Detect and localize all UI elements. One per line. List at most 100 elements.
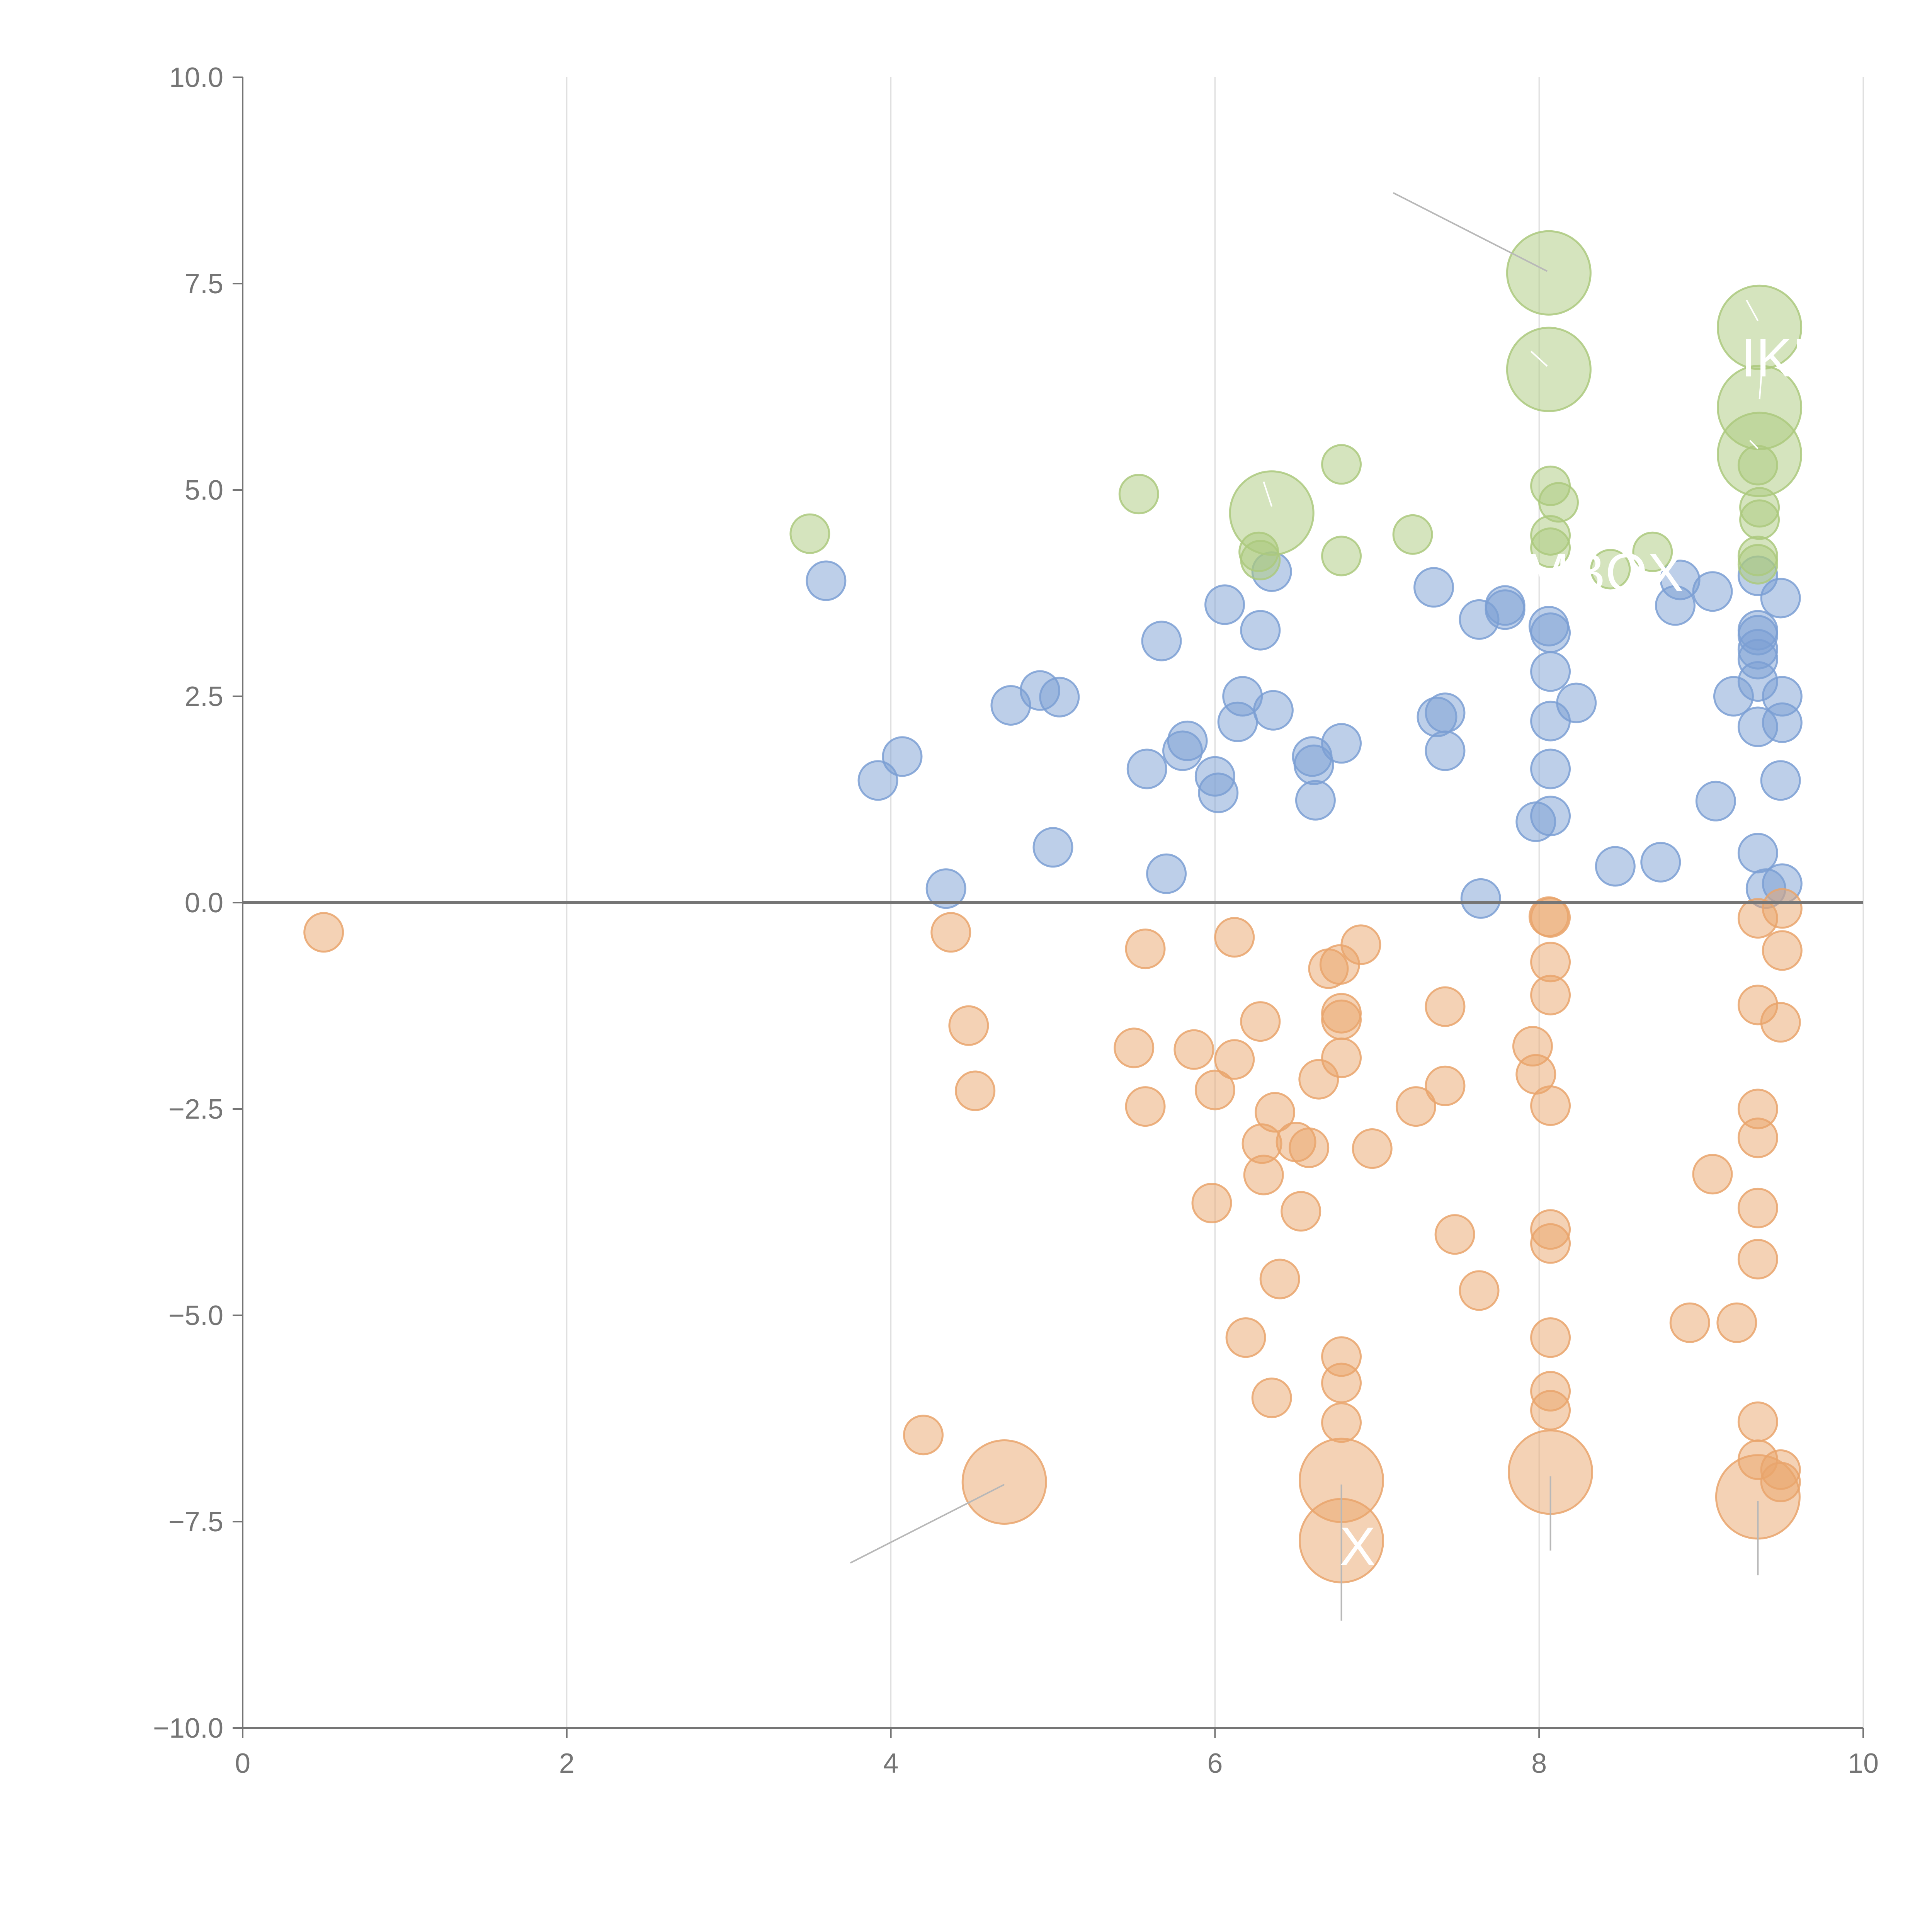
data-point [1760, 1461, 1801, 1502]
data-point [961, 1439, 1047, 1525]
series-positive [806, 551, 1803, 919]
data-point [1204, 584, 1245, 625]
annotation-label: X [1340, 1516, 1376, 1577]
data-point [1198, 772, 1239, 813]
data-point [1425, 1065, 1466, 1106]
data-point [1530, 796, 1571, 837]
data-point [1530, 1223, 1571, 1264]
data-point [1459, 1270, 1500, 1311]
data-point [1321, 1037, 1362, 1078]
leader-line [1393, 192, 1548, 272]
data-point [1214, 917, 1255, 958]
data-point [1640, 842, 1681, 883]
series-highlight [789, 230, 1803, 590]
y-tick-label: 0.0 [185, 888, 223, 918]
data-point [1352, 1128, 1393, 1169]
leader-line [1749, 440, 1759, 449]
leader-line [1746, 299, 1759, 321]
data-point [903, 1415, 944, 1456]
data-point [1538, 482, 1579, 523]
data-point [1692, 1154, 1733, 1195]
data-point [1760, 1002, 1801, 1043]
data-point [1669, 1302, 1710, 1343]
data-point [1530, 897, 1571, 938]
data-point [1321, 536, 1362, 577]
data-point [1762, 888, 1803, 929]
x-tick-label: 6 [1207, 1748, 1223, 1779]
data-point [1321, 1402, 1362, 1443]
data-point [1692, 571, 1733, 612]
data-point [1737, 1187, 1778, 1228]
data-point [1032, 827, 1073, 868]
data-point [1243, 1155, 1284, 1196]
data-point [857, 760, 898, 801]
data-point [1506, 327, 1592, 412]
data-point [1737, 1239, 1778, 1280]
data-point [1737, 544, 1778, 585]
data-point [1760, 578, 1801, 619]
data-point [1530, 1390, 1571, 1431]
y-tick-label: −10.0 [153, 1713, 223, 1744]
data-point [1590, 549, 1631, 590]
data-point [1321, 723, 1362, 764]
data-point [1173, 1029, 1214, 1070]
data-point [1253, 690, 1294, 731]
data-point [1395, 1086, 1436, 1127]
data-point [1141, 621, 1182, 662]
data-point [1632, 531, 1673, 572]
data-point [789, 513, 830, 554]
data-point [1762, 702, 1803, 743]
data-point [1240, 610, 1281, 651]
data-point [1556, 682, 1597, 723]
data-point [806, 560, 847, 601]
data-point [1530, 651, 1571, 692]
data-points [303, 230, 1803, 1583]
leader-lines [850, 192, 1764, 1621]
x-tick-label: 4 [883, 1748, 899, 1779]
data-point [1114, 1027, 1155, 1068]
leader-line [1759, 358, 1764, 400]
data-point [1460, 878, 1501, 919]
data-point [1716, 1302, 1757, 1343]
data-point [1289, 1127, 1330, 1168]
data-point [1530, 748, 1571, 789]
leader-line [850, 1484, 1005, 1564]
leader-line [1263, 481, 1273, 507]
data-point [1321, 444, 1362, 485]
data-point [930, 912, 971, 953]
data-point [1240, 1001, 1281, 1042]
data-point [1425, 986, 1466, 1027]
data-point [1506, 230, 1592, 316]
y-tick-label: −5.0 [168, 1300, 223, 1331]
y-tick-label: 10.0 [169, 62, 223, 93]
x-tick-label: 2 [559, 1748, 575, 1779]
data-point [955, 1070, 996, 1111]
data-point [1340, 924, 1381, 965]
data-point [303, 912, 344, 953]
data-point [1530, 527, 1571, 568]
data-point [1695, 781, 1736, 821]
data-point [1434, 1214, 1475, 1255]
data-point [1413, 567, 1454, 608]
data-point [1229, 470, 1315, 556]
y-tick-label: 5.0 [185, 475, 223, 506]
data-point [1281, 1191, 1321, 1232]
data-point [1118, 474, 1159, 515]
data-point [1760, 760, 1801, 801]
data-point [1259, 1259, 1300, 1299]
data-point [1194, 1070, 1235, 1111]
data-point [1737, 445, 1778, 486]
data-point [1425, 730, 1466, 771]
y-tick-label: −2.5 [168, 1094, 223, 1125]
x-tick-label: 0 [235, 1748, 250, 1779]
data-point [1251, 1378, 1292, 1418]
x-tick-label: 10 [1848, 1748, 1879, 1779]
data-point [1146, 853, 1187, 894]
data-point [1125, 929, 1166, 969]
data-point [1762, 930, 1803, 971]
data-point [1595, 846, 1636, 887]
data-point [925, 868, 966, 909]
data-point [1321, 1362, 1362, 1403]
y-tick-label: 7.5 [185, 269, 223, 299]
